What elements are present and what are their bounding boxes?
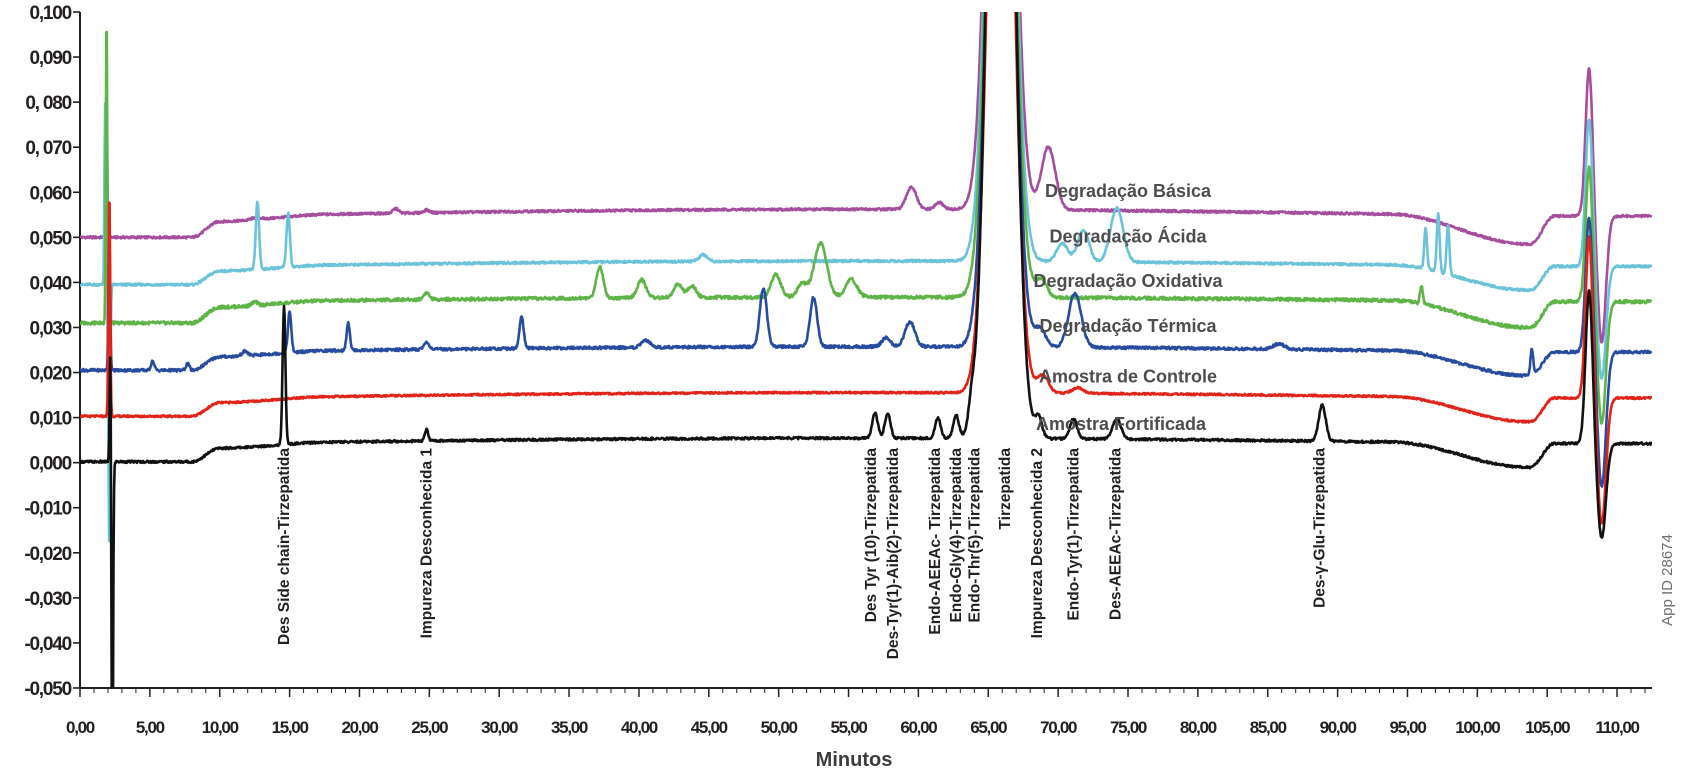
x-tick-label: 35,00 [551,718,588,737]
series-line [80,12,1652,688]
series-lines [80,12,1652,688]
series-line [80,12,1652,488]
y-tick-label: 0,100 [29,3,71,24]
x-tick-label: 10,00 [202,718,239,737]
y-tick-label: -0,050 [24,679,71,700]
y-tick-label: 0,060 [29,183,71,204]
y-tick-label: 0,050 [29,228,71,249]
x-tick-label: 85,00 [1250,718,1287,737]
y-tick-label: 0,090 [29,48,71,69]
app-id-watermark: App ID 28674 [1659,534,1676,626]
x-tick-label: 25,00 [411,718,448,737]
peak-annotation-label: Des Side chain-Tirzepatida [276,448,293,645]
x-tick-label: 0,00 [66,718,95,737]
x-tick-label: 110,00 [1595,718,1639,737]
x-tick-label: 60,00 [900,718,937,737]
series-label: Amostra Fortificada [1036,414,1207,434]
x-tick-label: 15,00 [272,718,309,737]
x-tick-label: 20,00 [341,718,378,737]
x-tick-label: 45,00 [691,718,728,737]
series-line [80,12,1652,543]
y-tick-label: 0,000 [29,454,71,475]
y-tick-label: -0,010 [24,499,71,520]
series-labels: Degradação Básica Degradação Ácida Degrada… [1033,181,1223,434]
peak-annotations: Des Side chain-Tirzepatida Impureza Desco… [276,448,1328,660]
peak-annotation-label: Impureza Desconhecida 2 [1029,448,1046,638]
series-label: Degradação Ácida [1049,226,1207,247]
series-label: Degradação Oxidativa [1033,271,1223,291]
series-label: Degradação Térmica [1039,316,1217,336]
peak-annotation-label: Endo-Gly(4)-Tirzepatida [948,448,965,623]
series-line [80,12,1652,344]
x-tick-label: 90,00 [1320,718,1357,737]
series-label: Degradação Básica [1045,181,1212,201]
series-line [80,12,1652,525]
peak-annotation-label: Des-Tyr(1)-Aib(2)-Tirzepatida [885,448,902,660]
x-tick-label: 105,00 [1525,718,1570,737]
x-tick-label: 40,00 [621,718,658,737]
peak-annotation-label: Endo-Thr(5)-Tirzepatida [966,448,983,623]
x-axis-title: Minutos [816,749,893,771]
y-tick-label: 0,020 [29,364,71,385]
y-tick-label: 0,040 [29,273,71,294]
x-axis-ticks: 0,00 5,00 10,00 15,00 20,00 25,00 30,00 35,00 40… [66,688,1646,737]
x-tick-label: 50,00 [761,718,798,737]
x-tick-label: 65,00 [970,718,1007,737]
axes [79,12,1652,689]
y-tick-label: 0, 070 [25,138,71,159]
y-tick-label: -0,020 [24,544,71,565]
x-tick-label: 80,00 [1180,718,1217,737]
y-tick-label: -0,040 [24,634,71,655]
peak-annotation-label: Impureza Desconhecida 1 [419,448,436,639]
x-tick-label: 5,00 [136,718,165,737]
series-label: Amostra de Controle [1039,366,1217,386]
peak-annotation-label: Endo-Tyr(1)-Tirzepatida [1066,448,1083,621]
x-tick-label: 30,00 [481,718,518,737]
peak-annotation-label: Des-AEEAc-Tirzepatida [1107,448,1124,620]
peak-annotation-label: Tirzepatida [997,448,1014,530]
peak-annotation-label: Endo-AEEAc- Tirzepatida [927,448,944,635]
y-tick-label: 0, 080 [25,93,71,114]
peak-annotation-label: Des Tyr (10)-Tirzepatida [863,448,880,623]
x-tick-label: 70,00 [1040,718,1077,737]
series-line [80,12,1652,425]
y-tick-label: 0,010 [29,409,71,430]
y-tick-label: 0,030 [29,318,71,339]
x-tick-label: 55,00 [831,718,868,737]
y-axis-ticks: 0,100 0,090 0, 080 0, 070 0,060 0,050 0,040 0,0… [24,3,80,700]
x-tick-label: 100,00 [1455,718,1500,737]
x-tick-label: 75,00 [1110,718,1147,737]
y-tick-label: -0,030 [24,589,71,610]
x-tick-label: 95,00 [1389,718,1426,737]
peak-annotation-label: Des-γ-Glu-Tirzepatida [1311,448,1328,608]
